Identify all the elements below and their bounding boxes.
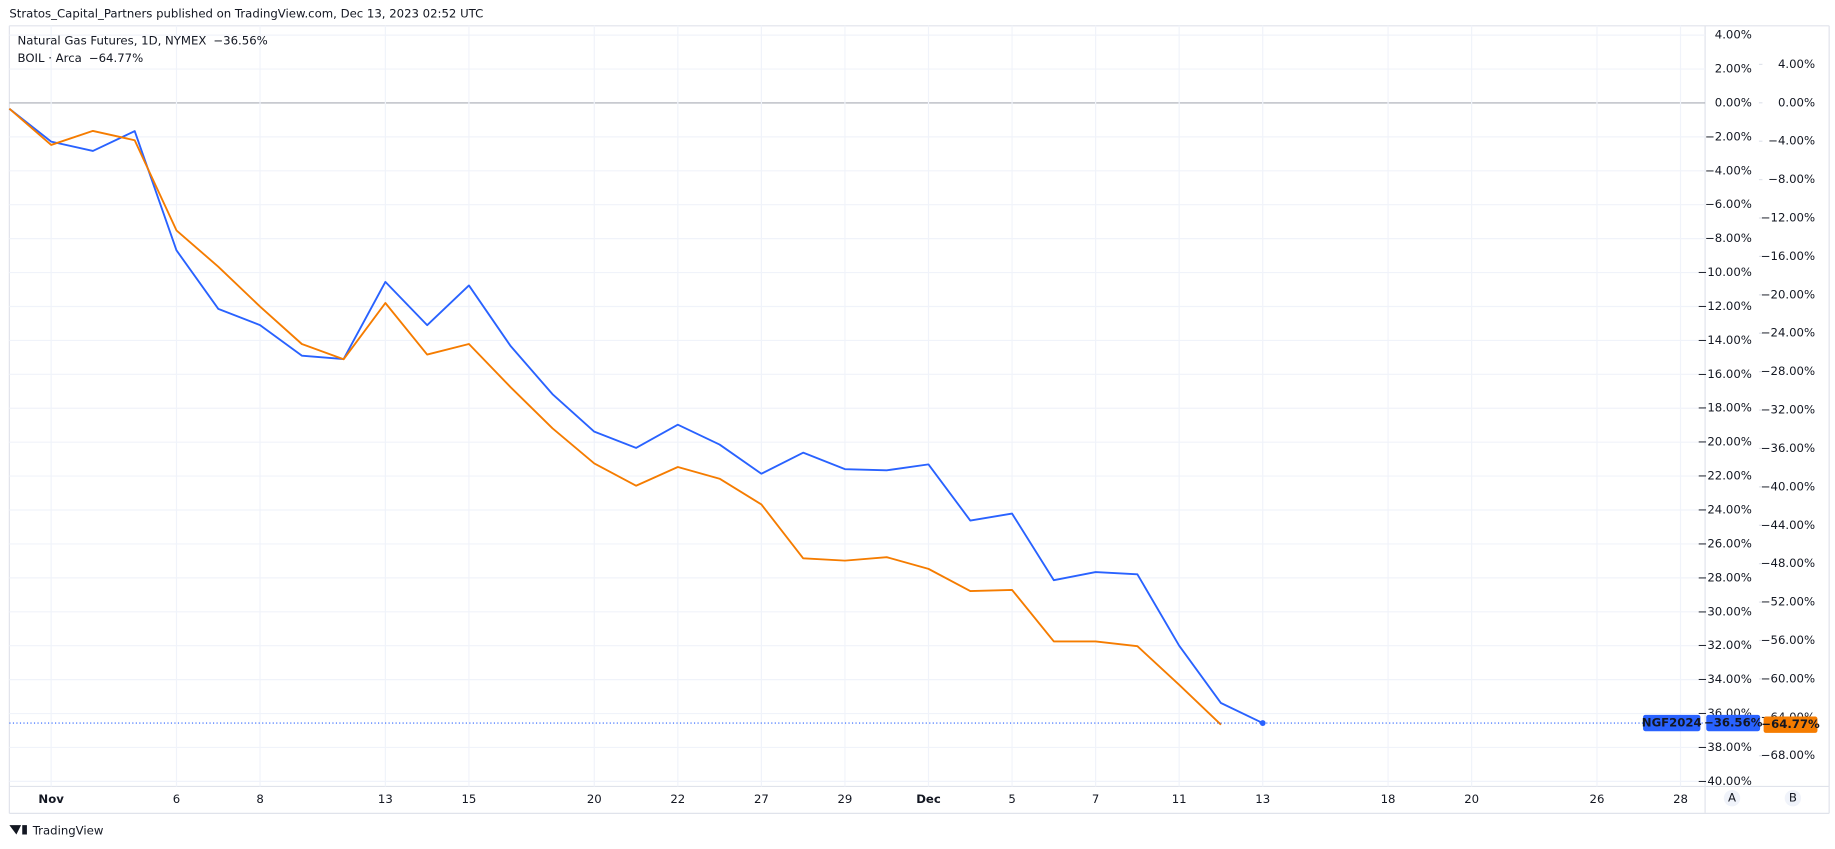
y-tick-label: −38.00% bbox=[1698, 740, 1752, 754]
y-tick-label: −14.00% bbox=[1698, 333, 1752, 347]
y-tick-label: −16.00% bbox=[1698, 367, 1752, 381]
plot bbox=[8, 107, 1264, 726]
x-tick-label: 20 bbox=[1464, 792, 1479, 806]
y-tick-label: −30.00% bbox=[1698, 604, 1752, 618]
y-tick-label: −32.00% bbox=[1698, 638, 1752, 652]
y2-tick-label: 0.00% bbox=[1778, 95, 1815, 109]
y-tick-label: −34.00% bbox=[1698, 672, 1752, 686]
legend-value: −36.56% bbox=[213, 33, 267, 47]
x-tick-label: 27 bbox=[754, 792, 769, 806]
logo bbox=[9, 825, 27, 835]
y-tick-label: −22.00% bbox=[1698, 469, 1752, 483]
y2-tick-label: −48.00% bbox=[1761, 556, 1815, 570]
x-tick-label: 6 bbox=[173, 792, 180, 806]
y2-tick-label: −32.00% bbox=[1761, 403, 1815, 417]
y-tick-label: −12.00% bbox=[1698, 299, 1752, 313]
header: Stratos_Capital_Partners published on Tr… bbox=[9, 7, 483, 21]
price-tag: −36.56% bbox=[1704, 716, 1763, 730]
axis-button: B bbox=[1789, 791, 1797, 805]
y2-tick-label: −52.00% bbox=[1761, 595, 1815, 609]
x-tick-label: 28 bbox=[1673, 792, 1688, 806]
symbol-tag: NGF2024 bbox=[1642, 716, 1702, 730]
y-tick-label: 0.00% bbox=[1715, 95, 1752, 109]
series-line bbox=[8, 107, 1222, 726]
y-tick-label: −10.00% bbox=[1698, 265, 1752, 279]
y2-tick-label: −56.00% bbox=[1761, 633, 1815, 647]
legend-label: BOIL · Arca bbox=[18, 51, 82, 65]
y-tick-label: −4.00% bbox=[1705, 163, 1752, 177]
x-tick-label: 20 bbox=[587, 792, 602, 806]
x-tick-label: 8 bbox=[256, 792, 263, 806]
x-tick-label: 13 bbox=[378, 792, 393, 806]
y-tick-label: −18.00% bbox=[1698, 401, 1752, 415]
y-tick-label: −2.00% bbox=[1705, 129, 1752, 143]
legend-value: −64.77% bbox=[89, 51, 143, 65]
axis-button: A bbox=[1728, 791, 1736, 805]
y2-tick-label: −20.00% bbox=[1761, 287, 1815, 301]
y-tick-label: −24.00% bbox=[1698, 503, 1752, 517]
x-tick-label: 7 bbox=[1092, 792, 1099, 806]
x-tick-label: 13 bbox=[1255, 792, 1270, 806]
y-tick-label: −40.00% bbox=[1698, 774, 1752, 788]
x-tick-label: 15 bbox=[461, 792, 476, 806]
y2-tick-label: −24.00% bbox=[1761, 326, 1815, 340]
price-tag-bg bbox=[1763, 716, 1818, 733]
x-tick-label: Nov bbox=[38, 792, 64, 806]
legend-label: Natural Gas Futures, 1D, NYMEX bbox=[18, 33, 207, 47]
y-tick-label: −20.00% bbox=[1698, 435, 1752, 449]
y2-tick-label: −60.00% bbox=[1761, 671, 1815, 685]
x-tick-label: 5 bbox=[1008, 792, 1015, 806]
y2-tick-label: −8.00% bbox=[1768, 172, 1815, 186]
y2-tick-label: −4.00% bbox=[1768, 134, 1815, 148]
x-tick-label: Dec bbox=[916, 792, 941, 806]
x-tick-label: 11 bbox=[1172, 792, 1187, 806]
overlay: Natural Gas Futures, 1D, NYMEX −36.56% −36… bbox=[9, 33, 1820, 733]
y2-tick-label: 4.00% bbox=[1778, 57, 1815, 71]
axis-button-bg bbox=[1723, 789, 1741, 807]
y-tick-label: −6.00% bbox=[1705, 197, 1752, 211]
footer: TradingView bbox=[32, 823, 104, 837]
symbol-tag-bg bbox=[1643, 714, 1701, 732]
y2-tick-label: −28.00% bbox=[1761, 364, 1815, 378]
y-tick-label: 2.00% bbox=[1715, 62, 1752, 76]
y-tick-label: 4.00% bbox=[1715, 28, 1752, 42]
axis-button-bg bbox=[1784, 789, 1802, 807]
y2-tick-label: −40.00% bbox=[1761, 479, 1815, 493]
y2-tick-label: −16.00% bbox=[1761, 249, 1815, 263]
y2-tick-label: −68.00% bbox=[1761, 748, 1815, 762]
x-tick-label: 18 bbox=[1381, 792, 1396, 806]
y-tick-label: −26.00% bbox=[1698, 536, 1752, 550]
y-tick-label: −28.00% bbox=[1698, 570, 1752, 584]
series-line bbox=[8, 107, 1264, 724]
grid: 4.00%2.00%0.00%−2.00%−4.00%−6.00%−8.00%−… bbox=[9, 25, 1815, 807]
last-point bbox=[1259, 720, 1266, 726]
y2-tick-label: −12.00% bbox=[1761, 211, 1815, 225]
x-tick-label: 26 bbox=[1590, 792, 1605, 806]
x-tick-label: 29 bbox=[838, 792, 853, 806]
y2-tick-label: −44.00% bbox=[1761, 518, 1815, 532]
price-tag: −64.77% bbox=[1761, 717, 1820, 731]
price-tag-bg bbox=[1706, 714, 1761, 732]
y2-tick-label: −36.00% bbox=[1761, 441, 1815, 455]
y-tick-label: −8.00% bbox=[1705, 231, 1752, 245]
x-tick-label: 22 bbox=[670, 792, 685, 806]
